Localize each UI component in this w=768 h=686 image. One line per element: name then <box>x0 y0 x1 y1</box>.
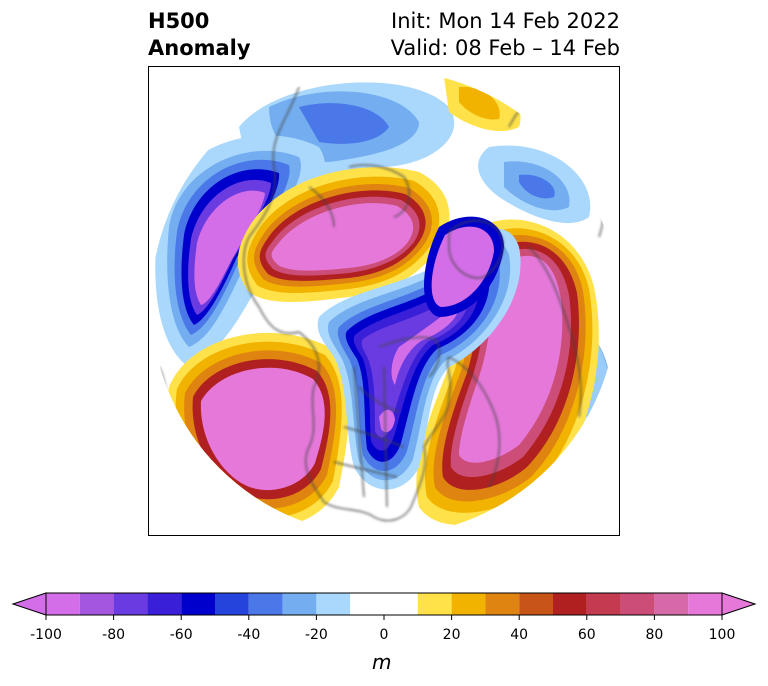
valid-period: Valid: 08 Feb – 14 Feb <box>390 36 620 60</box>
colorbar-cell <box>215 593 249 615</box>
map-title: H500 Anomaly <box>148 8 251 62</box>
colorbar-cell <box>485 593 520 615</box>
colorbar-cells <box>46 593 722 615</box>
colorbar-cell <box>46 593 80 615</box>
colorbar-extend-high <box>721 592 757 616</box>
colorbar-cell <box>417 593 452 615</box>
colorbar-tick-label: -100 <box>30 627 62 643</box>
init-time: Init: Mon 14 Feb 2022 <box>391 9 620 33</box>
colorbar-cell <box>181 593 215 615</box>
colorbar-tick-label: -20 <box>304 627 328 643</box>
colorbar-tick-label: 100 <box>708 627 736 643</box>
title-variable: H500 <box>148 9 210 33</box>
pacific-negative-region <box>155 135 326 367</box>
colorbar-cell <box>79 593 114 615</box>
colorbar-tick-label: -60 <box>169 627 193 643</box>
colorbar-cell <box>350 593 418 615</box>
colorbar-ticks <box>45 615 723 620</box>
title-field: Anomaly <box>148 36 251 60</box>
map-subtitle: Init: Mon 14 Feb 2022 Valid: 08 Feb – 14… <box>391 8 620 62</box>
map-panel <box>148 66 620 536</box>
colorbar-cell <box>451 593 486 615</box>
colorbar-tick-label: 60 <box>577 627 596 643</box>
colorbar-cell <box>248 593 283 615</box>
atlantic-ridge-region <box>416 219 599 526</box>
colorbar-tick-label: -40 <box>237 627 261 643</box>
colorbar-extend-low <box>11 592 47 616</box>
colorbar-tick-label: -80 <box>102 627 126 643</box>
colorbar-tick-label: 40 <box>510 627 529 643</box>
colorbar-cell <box>113 593 148 615</box>
anomaly-map <box>151 70 617 535</box>
colorbar-tick-label: 0 <box>379 627 389 643</box>
colorbar-cell <box>147 593 182 615</box>
baffin-negative-region <box>424 216 504 317</box>
colorbar-cell <box>620 593 655 615</box>
colorbar-cell <box>586 593 621 615</box>
colorbar-cell <box>282 593 317 615</box>
colorbar <box>11 592 757 620</box>
anomaly-field <box>151 70 617 535</box>
colorbar-cell <box>654 593 689 615</box>
colorbar-tick-label: 20 <box>442 627 461 643</box>
colorbar-unit-label: m <box>372 650 392 674</box>
colorbar-cell <box>688 593 722 615</box>
colorbar-cell <box>519 593 553 615</box>
colorbar-cell <box>553 593 587 615</box>
colorbar-tick-label: 80 <box>645 627 664 643</box>
arctic-ridge-region <box>237 167 450 302</box>
colorbar-cell <box>316 593 351 615</box>
